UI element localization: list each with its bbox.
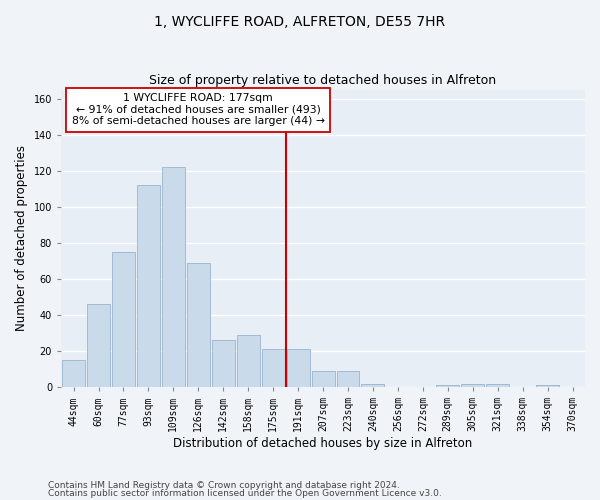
Bar: [162, 167, 185, 387]
Text: 1 WYCLIFFE ROAD: 177sqm
← 91% of detached houses are smaller (493)
8% of semi-de: 1 WYCLIFFE ROAD: 177sqm ← 91% of detache…: [72, 93, 325, 126]
Bar: [62, 360, 85, 387]
Text: Contains public sector information licensed under the Open Government Licence v3: Contains public sector information licen…: [48, 489, 442, 498]
Bar: [112, 252, 135, 387]
Bar: [262, 350, 284, 387]
Bar: [486, 384, 509, 387]
Bar: [187, 262, 210, 387]
Bar: [536, 386, 559, 387]
X-axis label: Distribution of detached houses by size in Alfreton: Distribution of detached houses by size …: [173, 437, 473, 450]
Text: Contains HM Land Registry data © Crown copyright and database right 2024.: Contains HM Land Registry data © Crown c…: [48, 480, 400, 490]
Bar: [436, 386, 459, 387]
Text: 1, WYCLIFFE ROAD, ALFRETON, DE55 7HR: 1, WYCLIFFE ROAD, ALFRETON, DE55 7HR: [154, 15, 446, 29]
Bar: [137, 185, 160, 387]
Y-axis label: Number of detached properties: Number of detached properties: [15, 146, 28, 332]
Bar: [337, 371, 359, 387]
Bar: [311, 371, 335, 387]
Bar: [361, 384, 385, 387]
Bar: [212, 340, 235, 387]
Title: Size of property relative to detached houses in Alfreton: Size of property relative to detached ho…: [149, 74, 497, 87]
Bar: [461, 384, 484, 387]
Bar: [237, 335, 260, 387]
Bar: [287, 350, 310, 387]
Bar: [87, 304, 110, 387]
